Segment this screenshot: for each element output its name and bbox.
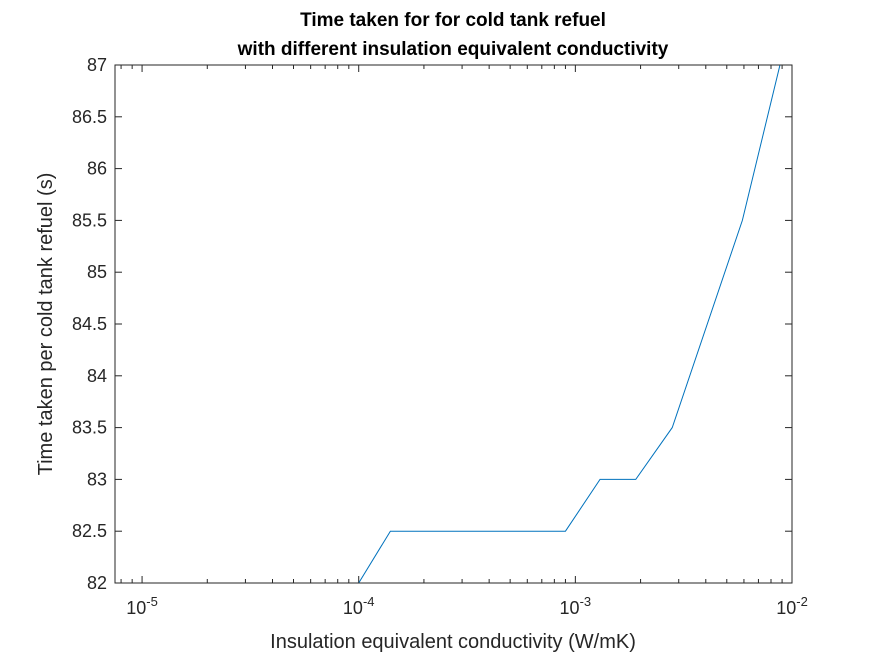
series-layer	[115, 64, 781, 584]
y-tick-label: 83.5	[72, 418, 107, 438]
y-tick-label: 84.5	[72, 314, 107, 334]
y-tick-labels: 82 82.5 83 83.5 84 84.5 85 85.5 86 86.5 87	[72, 55, 107, 593]
y-tick-label: 82	[87, 573, 107, 593]
chart-title-line-1: Time taken for for cold tank refuel	[300, 10, 606, 31]
y-tick-label: 86.5	[72, 107, 107, 127]
series-line-1	[115, 64, 781, 584]
y-tick-label: 85.5	[72, 210, 107, 230]
x-tick-label: 10-2	[776, 594, 808, 618]
y-axis-label: Time taken per cold tank refuel (s)	[35, 173, 57, 476]
y-tick-label: 83	[87, 469, 107, 489]
y-tick-label: 82.5	[72, 521, 107, 541]
y-tick-label: 87	[87, 55, 107, 75]
x-tick-label: 10-3	[560, 594, 592, 618]
y-tick-label: 84	[87, 366, 107, 386]
chart-title-line-2: with different insulation equivalent con…	[237, 39, 669, 60]
x-tick-labels: 10-5 10-4 10-3 10-2	[126, 594, 808, 618]
x-tick-label: 10-4	[343, 594, 375, 618]
plot-frame	[114, 64, 793, 584]
x-tick-label: 10-5	[126, 594, 158, 618]
plot-area	[115, 65, 792, 583]
y-tick-label: 85	[87, 262, 107, 282]
y-tick-label: 86	[87, 159, 107, 179]
minor-ticks	[120, 65, 783, 583]
x-axis-label: Insulation equivalent conductivity (W/mK…	[270, 631, 636, 653]
